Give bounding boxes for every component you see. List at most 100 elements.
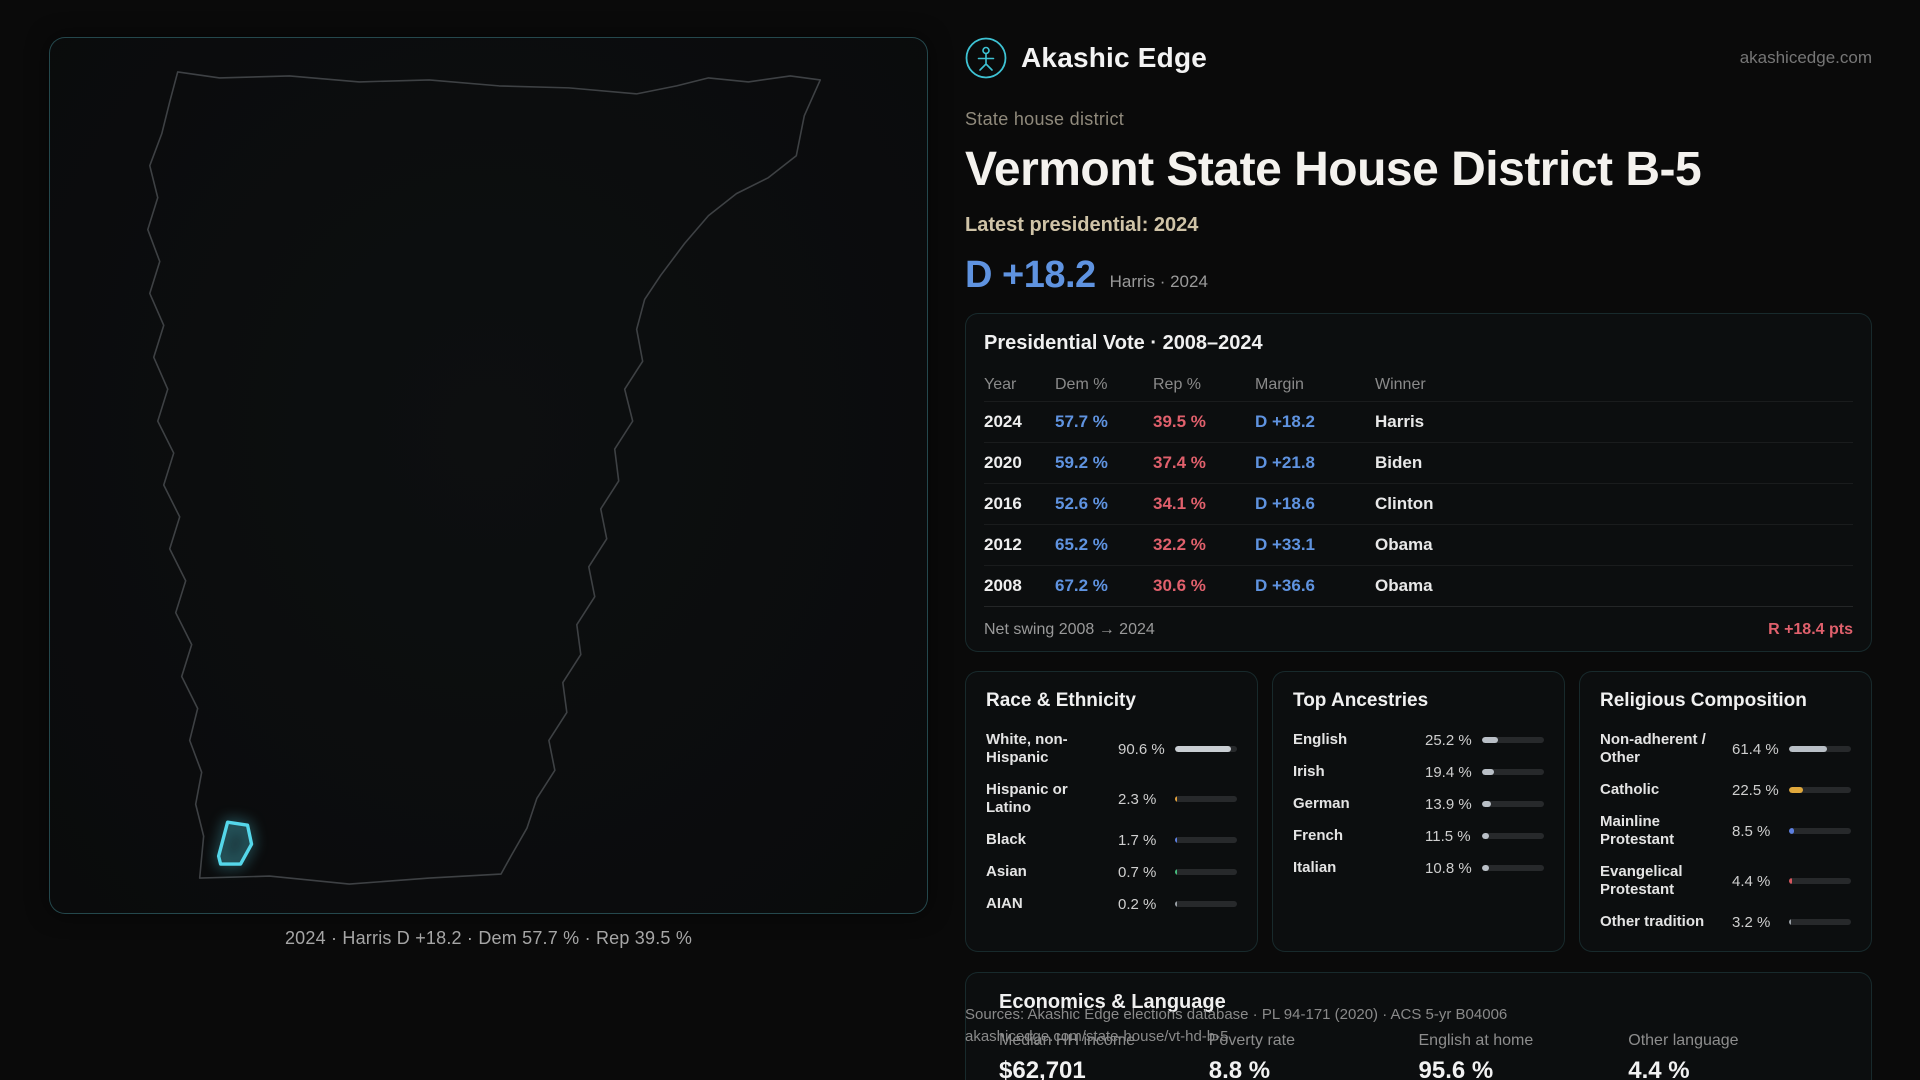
ancestry-bar-track [1482, 737, 1544, 743]
list-item: Black 1.7 % [986, 824, 1237, 856]
religion-bar-fill [1789, 828, 1795, 834]
religion-label: Non-adherent / Other [1600, 731, 1706, 766]
religion-bar-track [1789, 878, 1851, 884]
ancestry-bar-fill [1482, 737, 1498, 743]
margin-cell: D +36.6 [1255, 576, 1316, 595]
list-item: Hispanic or Latino 2.3 % [986, 774, 1237, 824]
map-caption: 2024 · Harris D +18.2 · Dem 57.7 % · Rep… [284, 928, 693, 948]
race-bar-fill [1175, 901, 1177, 907]
religion-label: Other tradition [1600, 913, 1705, 930]
ancestry-label: German [1293, 795, 1350, 812]
religion-label: Catholic [1600, 781, 1660, 798]
religion-bar-track [1789, 919, 1851, 925]
religion-bar-fill [1789, 787, 1803, 793]
ancestry-label: French [1293, 827, 1344, 844]
col-rep: Rep % [1153, 375, 1202, 393]
religion-bar-track [1789, 746, 1851, 752]
winner-cell: Obama [1375, 576, 1433, 595]
race-bar-track [1175, 901, 1237, 907]
year-cell: 2012 [984, 535, 1022, 554]
table-row: 2020 59.2 % 37.4 % D +21.8 Biden [984, 442, 1853, 483]
race-value: 90.6 % [1118, 740, 1165, 758]
stat-value: 95.6 % [1418, 1057, 1494, 1080]
year-cell: 2016 [984, 494, 1022, 513]
religion-bar-fill [1789, 746, 1828, 752]
latest-presidential-label: Latest presidential: 2024 [965, 214, 1199, 236]
district-map-panel[interactable] [49, 37, 928, 914]
religion-value: 3.2 % [1732, 913, 1771, 931]
winner-cell: Harris [1375, 412, 1425, 431]
brand-logo-icon [965, 37, 1007, 79]
race-label: Black [986, 831, 1027, 848]
race-label: White, non-Hispanic [986, 731, 1068, 766]
stat-value: $62,701 [999, 1057, 1086, 1080]
net-swing-label: Net swing 2008 → 2024 [984, 621, 1155, 638]
ancestry-value: 10.8 % [1425, 859, 1472, 877]
col-dem: Dem % [1055, 375, 1108, 393]
ancestry-bar-track [1482, 801, 1544, 807]
race-value: 0.7 % [1118, 863, 1157, 881]
religion-bar-track [1789, 828, 1851, 834]
sources-line2[interactable]: akashicedge.com/state-house/vt-hd-b-5 [965, 1028, 1229, 1045]
list-item: Other tradition 3.2 % [1600, 906, 1851, 938]
ancestry-value: 13.9 % [1425, 795, 1472, 813]
stat-poverty-rate: Poverty rate 8.8 % [1209, 1032, 1419, 1080]
ancestry-label: English [1293, 731, 1348, 748]
race-ethnicity-card: Race & Ethnicity White, non-Hispanic 90.… [965, 671, 1258, 952]
ancestry-value: 25.2 % [1425, 731, 1472, 749]
brand-name: Akashic Edge [1021, 42, 1208, 73]
religious-composition-card: Religious Composition Non-adherent / Oth… [1579, 671, 1872, 952]
presidential-card-title: Presidential Vote · 2008–2024 [984, 332, 1263, 354]
list-item: Irish 19.4 % [1293, 756, 1544, 788]
dem-cell: 59.2 % [1055, 453, 1108, 472]
religion-bar-track [1789, 787, 1851, 793]
table-row: 2024 57.7 % 39.5 % D +18.2 Harris [984, 401, 1853, 442]
col-margin: Margin [1255, 375, 1304, 393]
dem-cell: 67.2 % [1055, 576, 1108, 595]
race-card-title: Race & Ethnicity [986, 690, 1136, 711]
ancestry-value: 11.5 % [1425, 827, 1471, 845]
stat-label: English at home [1418, 1032, 1534, 1049]
margin-cell: D +18.6 [1255, 494, 1316, 513]
economics-stats: Median HH income $62,701 Poverty rate 8.… [999, 1032, 1838, 1080]
race-bar-fill [1175, 869, 1177, 875]
religion-label: Evangelical Protestant [1600, 863, 1683, 898]
race-label: Asian [986, 863, 1027, 880]
net-swing-row: Net swing 2008 → 2024 R +18.4 pts [984, 606, 1853, 639]
vermont-map [146, 71, 822, 885]
demographics-row: Race & Ethnicity White, non-Hispanic 90.… [965, 671, 1872, 952]
list-item: German 13.9 % [1293, 788, 1544, 820]
headline-margin: D +18.2 Harris · 2024 [965, 254, 1872, 297]
list-item: Italian 10.8 % [1293, 852, 1544, 884]
religion-value: 61.4 % [1732, 740, 1779, 758]
stat-label: Poverty rate [1208, 1032, 1296, 1049]
col-winner: Winner [1375, 375, 1426, 393]
ancestries-card-title: Top Ancestries [1293, 690, 1429, 711]
sources-footnote: Sources: Akashic Edge elections database… [965, 1004, 1507, 1048]
ancestry-bar-fill [1482, 833, 1490, 839]
ancestry-bar-fill [1482, 769, 1495, 775]
brand-domain-link[interactable]: akashicedge.com [1739, 48, 1872, 67]
race-label: Hispanic or Latino [986, 781, 1068, 816]
dem-cell: 57.7 % [1055, 412, 1108, 431]
race-bar-fill [1175, 746, 1232, 752]
margin-cell: D +33.1 [1255, 535, 1316, 554]
ancestry-label: Irish [1293, 763, 1325, 780]
stat-value: 8.8 % [1208, 1057, 1271, 1080]
ancestry-value: 19.4 % [1425, 763, 1472, 781]
religion-bar-fill [1789, 878, 1792, 884]
table-row: 2012 65.2 % 32.2 % D +33.1 Obama [984, 524, 1853, 565]
rep-cell: 34.1 % [1153, 494, 1206, 513]
religion-label: Mainline Protestant [1600, 813, 1675, 848]
race-bar-track [1175, 837, 1237, 843]
dem-cell: 65.2 % [1055, 535, 1108, 554]
winner-cell: Obama [1375, 535, 1433, 554]
list-item: White, non-Hispanic 90.6 % [986, 724, 1237, 774]
race-bar-fill [1175, 837, 1177, 843]
rep-cell: 30.6 % [1153, 576, 1206, 595]
district-b5-shape[interactable] [216, 820, 254, 866]
ancestry-bar-fill [1482, 801, 1491, 807]
ancestry-bar-track [1482, 833, 1544, 839]
margin-cell: D +18.2 [1255, 412, 1316, 431]
